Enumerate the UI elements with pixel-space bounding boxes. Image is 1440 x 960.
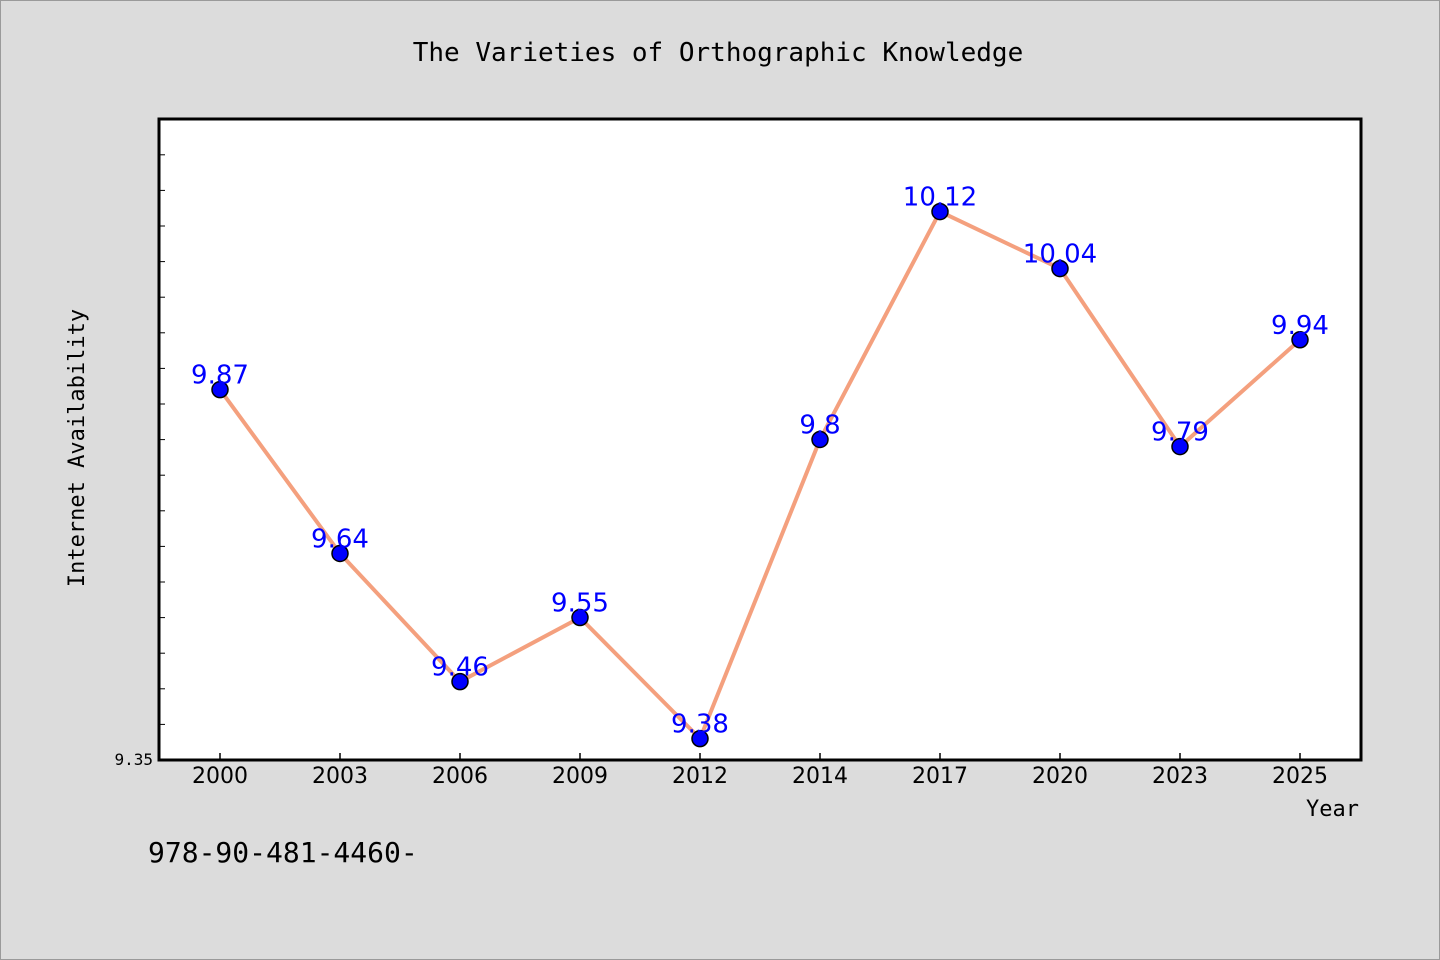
data-label: 9.94 [1271,311,1329,341]
x-tick-label: 2003 [312,764,368,789]
data-point [691,729,709,748]
y-axis-minor-ticks [159,154,165,725]
data-label: 9.46 [431,653,489,683]
data-value-labels: 9.87 9.64 9.46 9.55 9.38 9.8 10.12 10.04 9.79 9.9… [191,183,1329,740]
y-axis-tick-labels: 9.35 [114,750,153,769]
x-tick-label: 2014 [792,764,848,789]
chart-title: The Varieties of Orthographic Knowledge [413,38,1023,68]
data-label: 9.38 [671,710,729,740]
data-label: 9.79 [1151,418,1209,448]
x-tick-label: 2025 [1272,764,1328,789]
x-axis-ticks [219,753,1301,760]
data-point [211,380,229,399]
series-line [218,209,1302,741]
x-tick-label: 2009 [552,764,608,789]
data-label: 9.8 [799,411,840,441]
x-tick-label: 2017 [912,764,968,789]
data-label: 10.12 [903,183,977,213]
x-tick-label: 2006 [432,764,488,789]
data-label: 9.87 [191,361,249,391]
data-point [1171,437,1189,456]
y-axis-label: Internet Availability [65,309,90,587]
data-point [1051,259,1069,278]
data-point [571,608,589,627]
data-point [931,202,949,221]
data-point [811,430,829,449]
x-tick-label: 2012 [672,764,728,789]
data-markers [211,202,1309,748]
data-label: 9.64 [311,524,369,554]
data-point [1291,331,1309,349]
x-axis-label: Year [1306,797,1359,822]
x-tick-label: 2023 [1152,764,1208,789]
footer-isbn: 978-90-481-4460- [148,836,418,869]
data-label: 10.04 [1023,240,1097,270]
plot-area [157,117,1363,762]
y-tick-label: 9.35 [114,750,153,769]
x-tick-label: 2020 [1032,764,1088,789]
x-axis-tick-labels: 2000 2003 2006 2009 2012 2014 2017 2020 2023 2025 [192,764,1328,789]
data-point [331,544,349,563]
data-point [451,672,469,691]
x-tick-label: 2000 [192,764,248,789]
data-label: 9.55 [551,589,609,619]
